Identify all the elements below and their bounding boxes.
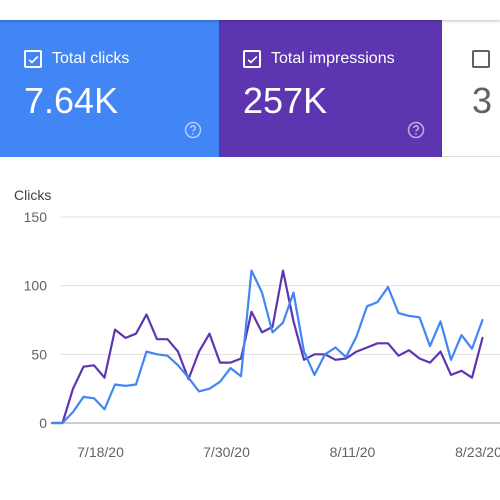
help-circle-icon[interactable] (184, 121, 202, 139)
checkbox-icon[interactable] (24, 50, 42, 68)
total-clicks-card[interactable]: Total clicks 7.64K (0, 20, 219, 157)
card-header: Total clicks (24, 50, 129, 68)
y-tick-label: 150 (24, 209, 48, 225)
card-header: Total impressions (243, 50, 395, 68)
performance-chart: Clicks 0 50 100 150 7/18/20 7/30/20 8/11/20 8/23… (0, 157, 500, 500)
metric-value: 3 (472, 80, 493, 121)
help-circle-icon[interactable] (407, 121, 425, 139)
metric-label: Total impressions (271, 50, 395, 67)
third-metric-card[interactable]: A 3 (442, 20, 500, 157)
top-bar (0, 0, 500, 20)
metric-value: 7.64K (24, 80, 119, 121)
x-tick-label: 7/30/20 (203, 444, 250, 460)
card-header: A (472, 50, 500, 68)
y-tick-label: 100 (24, 278, 48, 294)
y-axis-title: Clicks (14, 187, 51, 203)
x-tick-label: 8/11/20 (330, 444, 376, 460)
y-tick-label: 0 (39, 415, 47, 431)
metric-value: 257K (243, 80, 328, 121)
total-impressions-card[interactable]: Total impressions 257K (219, 20, 442, 157)
checkbox-icon[interactable] (472, 50, 490, 68)
y-tick-label: 50 (31, 346, 47, 362)
metric-cards: Total clicks 7.64K Total impressions 257… (0, 20, 500, 157)
series-line-0 (50, 269, 484, 425)
x-tick-label: 7/18/20 (77, 444, 124, 460)
chart-svg: Clicks 0 50 100 150 7/18/20 7/30/20 8/11/20 8/23… (14, 187, 500, 460)
checkbox-icon[interactable] (243, 50, 261, 68)
x-tick-label: 8/23/20 (455, 444, 500, 460)
series-line-1 (50, 269, 484, 425)
metric-label: Total clicks (52, 50, 130, 67)
